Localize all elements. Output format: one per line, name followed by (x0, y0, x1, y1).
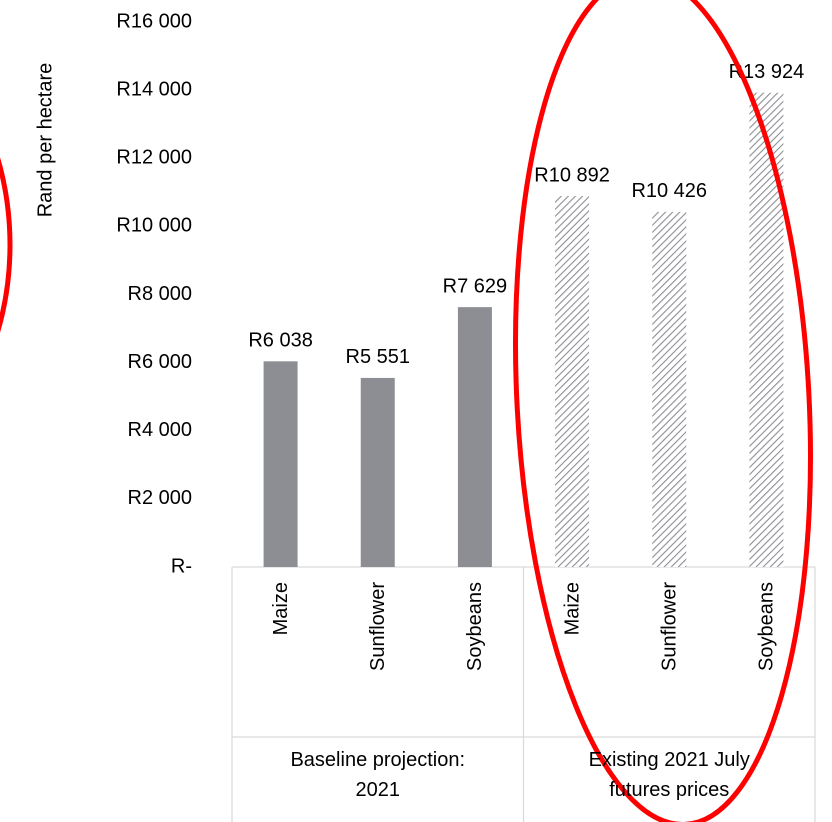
y-tick-label: R2 000 (128, 487, 193, 509)
y-tick-label: R12 000 (116, 147, 192, 169)
group-label: Existing 2021 July futures prices (588, 749, 750, 801)
value-label: R10 892 (534, 164, 610, 186)
y-tick-label: R- (171, 555, 192, 577)
y-tick-label: R4 000 (128, 419, 193, 441)
value-label: R7 629 (443, 275, 508, 297)
y-tick-label: R14 000 (116, 78, 192, 100)
x-tick-label: Maize (561, 582, 583, 635)
x-tick-label: Soybeans (756, 582, 778, 671)
x-tick-label: Maize (270, 582, 292, 635)
x-tick-label: Soybeans (464, 582, 486, 671)
bar (555, 195, 590, 567)
bar (749, 92, 784, 568)
y-tick-label: R16 000 (116, 10, 192, 32)
x-tick-label: Sunflower (367, 582, 389, 671)
bar (457, 307, 492, 567)
bar (652, 211, 687, 567)
group-label: Baseline projection: 2021 (290, 749, 466, 801)
value-label: R10 426 (631, 180, 707, 202)
annotation-ellipse (513, 0, 813, 822)
y-tick-label: R10 000 (116, 215, 192, 237)
value-label: R5 551 (346, 346, 411, 368)
y-tick-label: R6 000 (128, 351, 193, 373)
annotation-ellipse (0, 157, 13, 333)
y-tick-label: R8 000 (128, 283, 193, 305)
x-tick-label: Sunflower (659, 582, 681, 671)
bar (263, 361, 298, 567)
bar (360, 377, 395, 567)
value-label: R13 924 (729, 61, 805, 83)
y-axis-label: Rand per hectare (34, 63, 56, 218)
value-label: R6 038 (248, 330, 313, 352)
